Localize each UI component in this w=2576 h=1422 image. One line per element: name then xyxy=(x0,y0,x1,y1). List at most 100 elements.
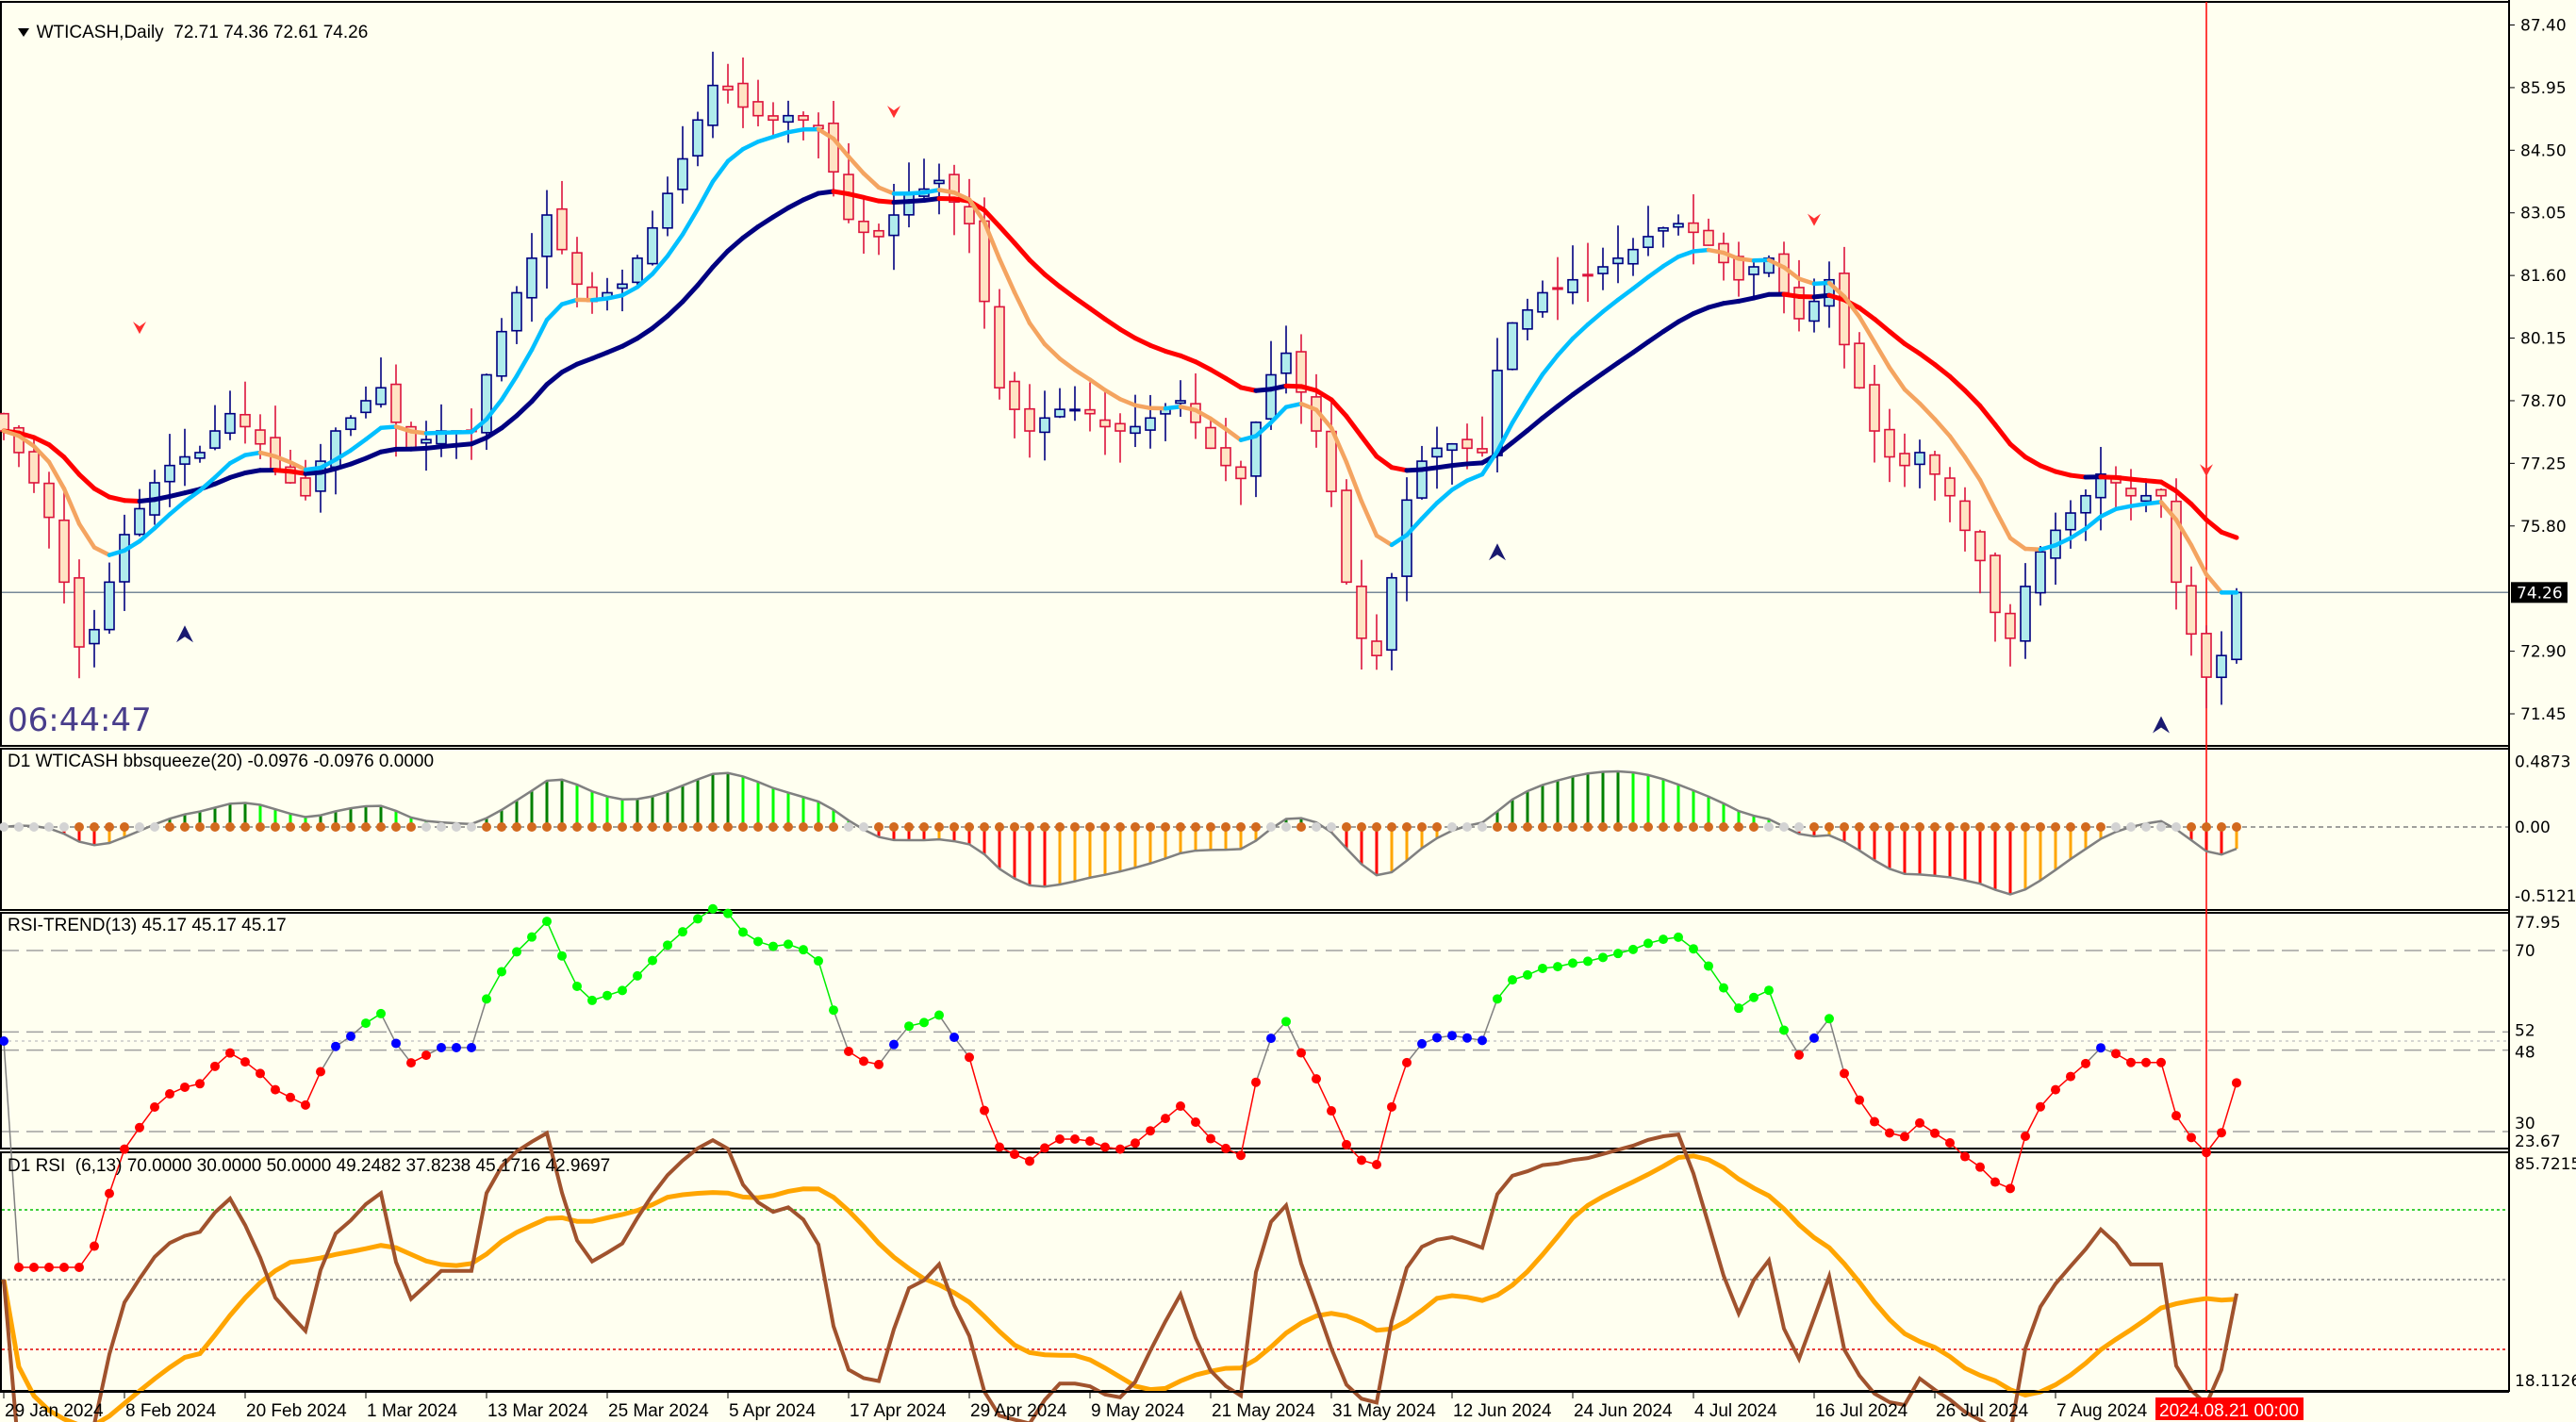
candle-body xyxy=(2065,512,2076,531)
rsi-trend-dot xyxy=(406,1058,416,1068)
squeeze-dot xyxy=(210,822,220,832)
candle-body xyxy=(43,482,55,519)
squeeze-dot xyxy=(527,822,537,832)
sell-arrow-icon xyxy=(1808,213,1821,226)
slow-ma-segment xyxy=(951,196,972,204)
squeeze-dot xyxy=(1462,822,1472,832)
fast-ma-segment xyxy=(1736,256,1757,263)
candle-body xyxy=(1808,300,1820,322)
cursor-time-label: 2024.08.21 00:00 xyxy=(2159,1401,2299,1421)
fast-ma-segment xyxy=(333,448,354,462)
slow-ma-segment xyxy=(801,190,821,203)
fast-ma-segment xyxy=(303,465,323,472)
squeeze-dot xyxy=(1538,822,1547,832)
rsi-trend-dot xyxy=(1462,1033,1472,1043)
rsi-trend-dot xyxy=(1070,1134,1080,1145)
rsi-trend-dot xyxy=(391,1038,401,1049)
fast-ma-segment xyxy=(1283,401,1304,409)
candle-body xyxy=(1929,454,1940,475)
slow-ma-segment xyxy=(650,313,670,331)
candle-body xyxy=(1371,640,1382,656)
slow-ma-segment xyxy=(137,497,157,504)
rsi-trend-link xyxy=(486,971,503,1000)
price-axis-label: 77.25 xyxy=(2520,455,2567,473)
squeeze-dot xyxy=(995,822,1004,832)
squeeze-dot xyxy=(391,822,401,832)
squeeze-dot xyxy=(1900,822,1909,832)
rsi-trend-dot xyxy=(1191,1116,1200,1127)
squeeze-dot xyxy=(934,822,944,832)
squeeze-dot xyxy=(1010,822,1019,832)
candle-body xyxy=(1673,223,1684,228)
squeeze-dot xyxy=(452,822,461,832)
rsi-trend-dot xyxy=(768,941,778,951)
rsi-axis-min: 18.1126 xyxy=(2515,1372,2576,1391)
rsi-line xyxy=(2,1130,2238,1422)
fast-ma-segment xyxy=(816,126,836,141)
slow-ma-segment xyxy=(861,194,882,204)
rsi-trend-dot xyxy=(1100,1142,1110,1152)
rsi-trend-dot xyxy=(934,1010,944,1020)
squeeze-dot xyxy=(406,822,416,832)
squeeze-dot xyxy=(738,822,748,832)
rsi-trend-dot xyxy=(105,1188,114,1199)
candle-body xyxy=(345,417,356,431)
slow-ma-segment xyxy=(997,223,1017,246)
fast-ma-segment xyxy=(1087,377,1108,392)
fast-ma-segment xyxy=(1555,336,1576,358)
rsi-trend-dot xyxy=(829,1005,838,1016)
candle-body xyxy=(1069,408,1081,412)
fast-ma-segment xyxy=(650,254,670,276)
fast-ma-segment xyxy=(1193,407,1214,422)
fast-ma-segment xyxy=(529,317,550,353)
fast-ma-segment xyxy=(469,417,489,435)
rsi-trend-dot xyxy=(1161,1114,1170,1124)
fast-ma-segment xyxy=(76,521,97,550)
candle-body xyxy=(1145,417,1156,431)
rsi-trend-link xyxy=(1300,1052,1317,1080)
price-axis-label: 72.90 xyxy=(2520,643,2567,662)
slow-ma-segment xyxy=(1344,413,1364,439)
candle-body xyxy=(1658,226,1669,232)
rsi-trend-dot xyxy=(1613,949,1623,959)
candle-body xyxy=(2125,488,2137,497)
squeeze-dot xyxy=(2096,822,2105,832)
rsi-trend-dot xyxy=(1915,1117,1924,1128)
slow-ma-segment xyxy=(438,442,459,450)
squeeze-dot xyxy=(1402,822,1412,832)
candle-body xyxy=(783,114,794,124)
fast-ma-segment xyxy=(1359,499,1379,538)
slow-ma-segment xyxy=(2053,469,2073,478)
squeeze-dot xyxy=(286,822,295,832)
squeeze-dot xyxy=(844,822,853,832)
squeeze-dot xyxy=(331,822,340,832)
squeeze-dot xyxy=(225,822,235,832)
rsi-trend-link xyxy=(1481,999,1498,1041)
candle-body xyxy=(58,519,70,584)
fast-ma-segment xyxy=(227,453,248,466)
collapse-triangle-icon[interactable] xyxy=(17,28,29,38)
slow-ma-segment xyxy=(1389,465,1410,473)
fast-ma-segment xyxy=(604,292,625,301)
rsi-trend-dot xyxy=(753,936,763,947)
candle-body xyxy=(2095,473,2106,499)
squeeze-dot xyxy=(603,822,612,832)
squeeze-dot xyxy=(1432,822,1442,832)
fast-ma-segment xyxy=(167,499,188,517)
squeeze-dot xyxy=(1628,822,1638,832)
rsi-trend-dot xyxy=(1372,1160,1381,1170)
fast-ma-segment xyxy=(619,285,640,298)
fast-ma-segment xyxy=(1766,257,1787,270)
squeeze-dot xyxy=(165,822,174,832)
squeeze-dot xyxy=(497,822,506,832)
slow-ma-segment xyxy=(740,223,761,240)
fast-ma-segment xyxy=(1796,276,1817,287)
slow-ma-segment xyxy=(680,282,701,305)
slow-ma-segment xyxy=(604,343,625,356)
candle-body xyxy=(1537,291,1548,313)
slow-ma-segment xyxy=(1977,404,1998,427)
slow-ma-segment xyxy=(1525,415,1545,433)
price-axis-label: 83.05 xyxy=(2520,205,2567,223)
rsi-trend-dot xyxy=(1870,1116,1879,1127)
